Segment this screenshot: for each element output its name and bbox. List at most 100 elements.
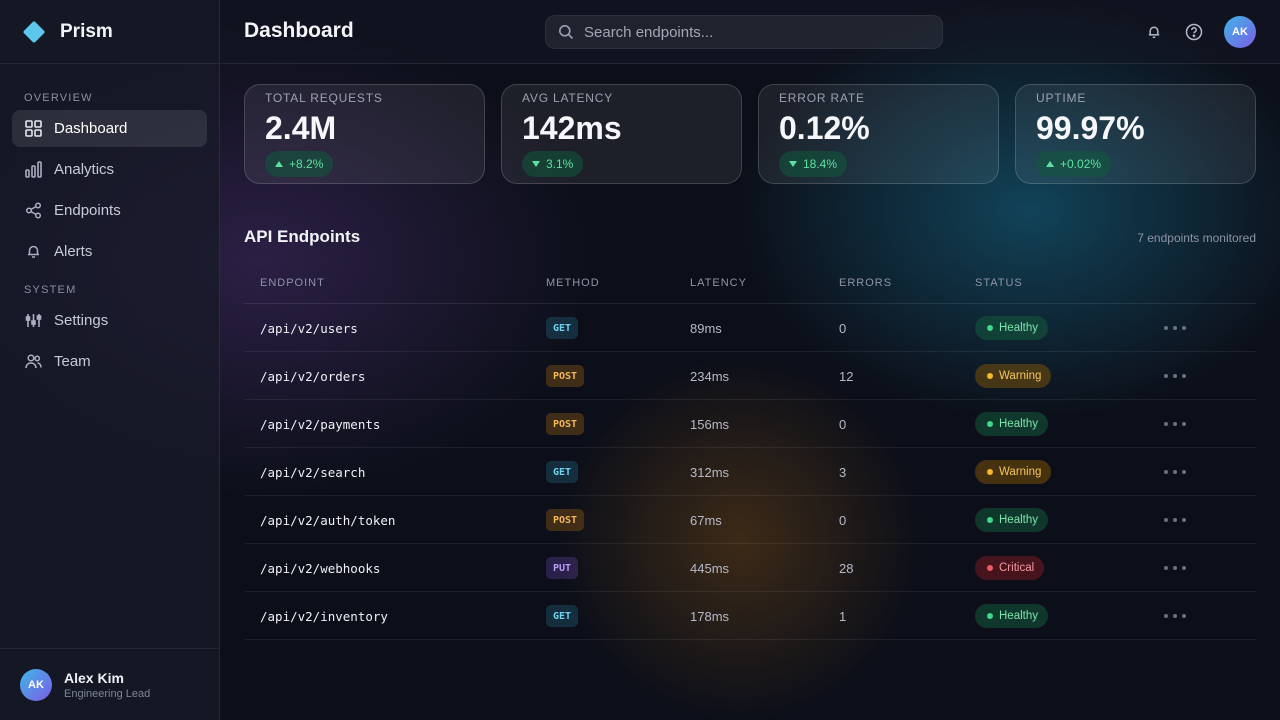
nav-section-system: SYSTEM Settings Team <box>0 284 219 380</box>
method-badge: GET <box>546 461 579 483</box>
stat-delta: 3.1% <box>546 157 574 171</box>
stat-card-error-rate: ERROR RATE 0.12% 18.4% <box>758 84 999 184</box>
errors-value: 1 <box>839 608 847 624</box>
status-dot <box>987 325 993 331</box>
table-row[interactable]: /api/v2/inventory GET 178ms 1 Healthy <box>244 592 1256 640</box>
more-actions-button[interactable] <box>1164 400 1186 448</box>
status-label: Healthy <box>999 610 1038 622</box>
status-label: Healthy <box>999 418 1038 430</box>
more-actions-button[interactable] <box>1164 352 1186 400</box>
sidebar-item-settings[interactable]: Settings <box>12 302 207 339</box>
brand: Prism <box>0 0 219 64</box>
search-icon <box>558 24 574 40</box>
sidebar-item-label: Team <box>54 353 91 370</box>
errors-value: 12 <box>839 368 854 384</box>
method-cell: PUT <box>546 544 579 592</box>
stat-delta-badge: 18.4% <box>779 151 848 177</box>
status-label: Healthy <box>999 322 1038 334</box>
users-icon <box>24 353 42 371</box>
topbar: Dashboard AK <box>220 0 1280 64</box>
method-badge: GET <box>546 605 579 627</box>
status-badge: Warning <box>975 364 1052 388</box>
bar-chart-icon <box>24 161 42 179</box>
method-cell: POST <box>546 496 585 544</box>
latency-value: 67ms <box>690 512 722 528</box>
more-actions-button[interactable] <box>1164 496 1186 544</box>
sidebar-item-label: Settings <box>54 312 109 329</box>
user-profile[interactable]: AK Alex Kim Engineering Lead <box>0 648 219 720</box>
sidebar-item-endpoints[interactable]: Endpoints <box>12 192 207 229</box>
help-icon[interactable] <box>1184 22 1204 42</box>
user-info: Alex Kim Engineering Lead <box>64 670 150 700</box>
more-dots-icon <box>1164 374 1186 378</box>
table-row[interactable]: /api/v2/webhooks PUT 445ms 28 Critical <box>244 544 1256 592</box>
table-row[interactable]: /api/v2/search GET 312ms 3 Warning <box>244 448 1256 496</box>
search-box[interactable] <box>545 15 943 49</box>
bell-icon[interactable] <box>1144 22 1164 42</box>
more-actions-button[interactable] <box>1164 544 1186 592</box>
nav-heading-system: SYSTEM <box>24 284 77 296</box>
table-row[interactable]: /api/v2/auth/token POST 67ms 0 Healthy <box>244 496 1256 544</box>
status-badge: Healthy <box>975 508 1048 532</box>
more-dots-icon <box>1164 326 1186 330</box>
status-label: Warning <box>999 466 1042 478</box>
section-title: API Endpoints <box>244 227 361 246</box>
status-badge: Healthy <box>975 316 1048 340</box>
sidebar-item-label: Endpoints <box>54 202 121 219</box>
user-role: Engineering Lead <box>64 687 151 700</box>
share-nodes-icon <box>24 202 42 220</box>
stats-row: TOTAL REQUESTS 2.4M +8.2% AVG LATENCY 14… <box>244 84 1256 184</box>
stat-value: 0.12% <box>779 110 870 146</box>
more-actions-button[interactable] <box>1164 304 1186 352</box>
endpoint-path: /api/v2/orders <box>260 368 366 384</box>
latency-value: 178ms <box>690 608 730 624</box>
method-badge: GET <box>546 317 579 339</box>
status-dot <box>987 421 993 427</box>
stat-card-total-requests: TOTAL REQUESTS 2.4M +8.2% <box>244 84 485 184</box>
errors-value: 0 <box>839 320 847 336</box>
sidebar-item-team[interactable]: Team <box>12 343 207 380</box>
status-badge: Warning <box>975 460 1052 484</box>
sidebar-item-alerts[interactable]: Alerts <box>12 233 207 270</box>
status-cell: Healthy <box>975 496 1048 544</box>
sidebar-item-label: Analytics <box>54 161 115 178</box>
more-dots-icon <box>1164 422 1186 426</box>
more-actions-button[interactable] <box>1164 592 1186 640</box>
errors-value: 3 <box>839 464 847 480</box>
status-cell: Healthy <box>975 400 1048 448</box>
table-row[interactable]: /api/v2/users GET 89ms 0 Healthy <box>244 304 1256 352</box>
status-badge: Critical <box>975 556 1045 580</box>
nav-section-overview: OVERVIEW Dashboard Analytics Endpoints A… <box>0 92 219 270</box>
table-body: /api/v2/users GET 89ms 0 Healthy/api/v2/orde… <box>244 304 1256 640</box>
arrow-up-icon <box>1046 161 1054 167</box>
endpoints-count: 7 endpoints monitored <box>1137 231 1256 245</box>
table-row[interactable]: /api/v2/payments POST 156ms 0 Healthy <box>244 400 1256 448</box>
method-cell: GET <box>546 592 579 640</box>
table-row[interactable]: /api/v2/orders POST 234ms 12 Warning <box>244 352 1256 400</box>
latency-value: 156ms <box>690 416 730 432</box>
endpoint-path: /api/v2/auth/token <box>260 512 396 528</box>
status-label: Healthy <box>999 514 1038 526</box>
column-header-endpoint: ENDPOINT <box>260 277 325 289</box>
status-dot <box>987 565 993 571</box>
stat-delta-badge: 3.1% <box>522 151 584 177</box>
stat-label: ERROR RATE <box>779 91 865 105</box>
search-input[interactable] <box>584 23 924 41</box>
grid-icon <box>24 120 42 138</box>
status-label: Warning <box>999 370 1042 382</box>
status-cell: Healthy <box>975 304 1048 352</box>
more-dots-icon <box>1164 518 1186 522</box>
endpoint-path: /api/v2/webhooks <box>260 560 381 576</box>
more-actions-button[interactable] <box>1164 448 1186 496</box>
more-dots-icon <box>1164 614 1186 618</box>
latency-value: 312ms <box>690 464 730 480</box>
avatar[interactable]: AK <box>1224 16 1256 48</box>
page-title: Dashboard <box>244 19 354 42</box>
sidebar-item-analytics[interactable]: Analytics <box>12 151 207 188</box>
method-cell: GET <box>546 448 579 496</box>
sidebar-item-dashboard[interactable]: Dashboard <box>12 110 207 147</box>
arrow-down-icon <box>532 161 540 167</box>
more-dots-icon <box>1164 566 1186 570</box>
endpoint-path: /api/v2/users <box>260 320 358 336</box>
method-badge: POST <box>546 365 585 387</box>
